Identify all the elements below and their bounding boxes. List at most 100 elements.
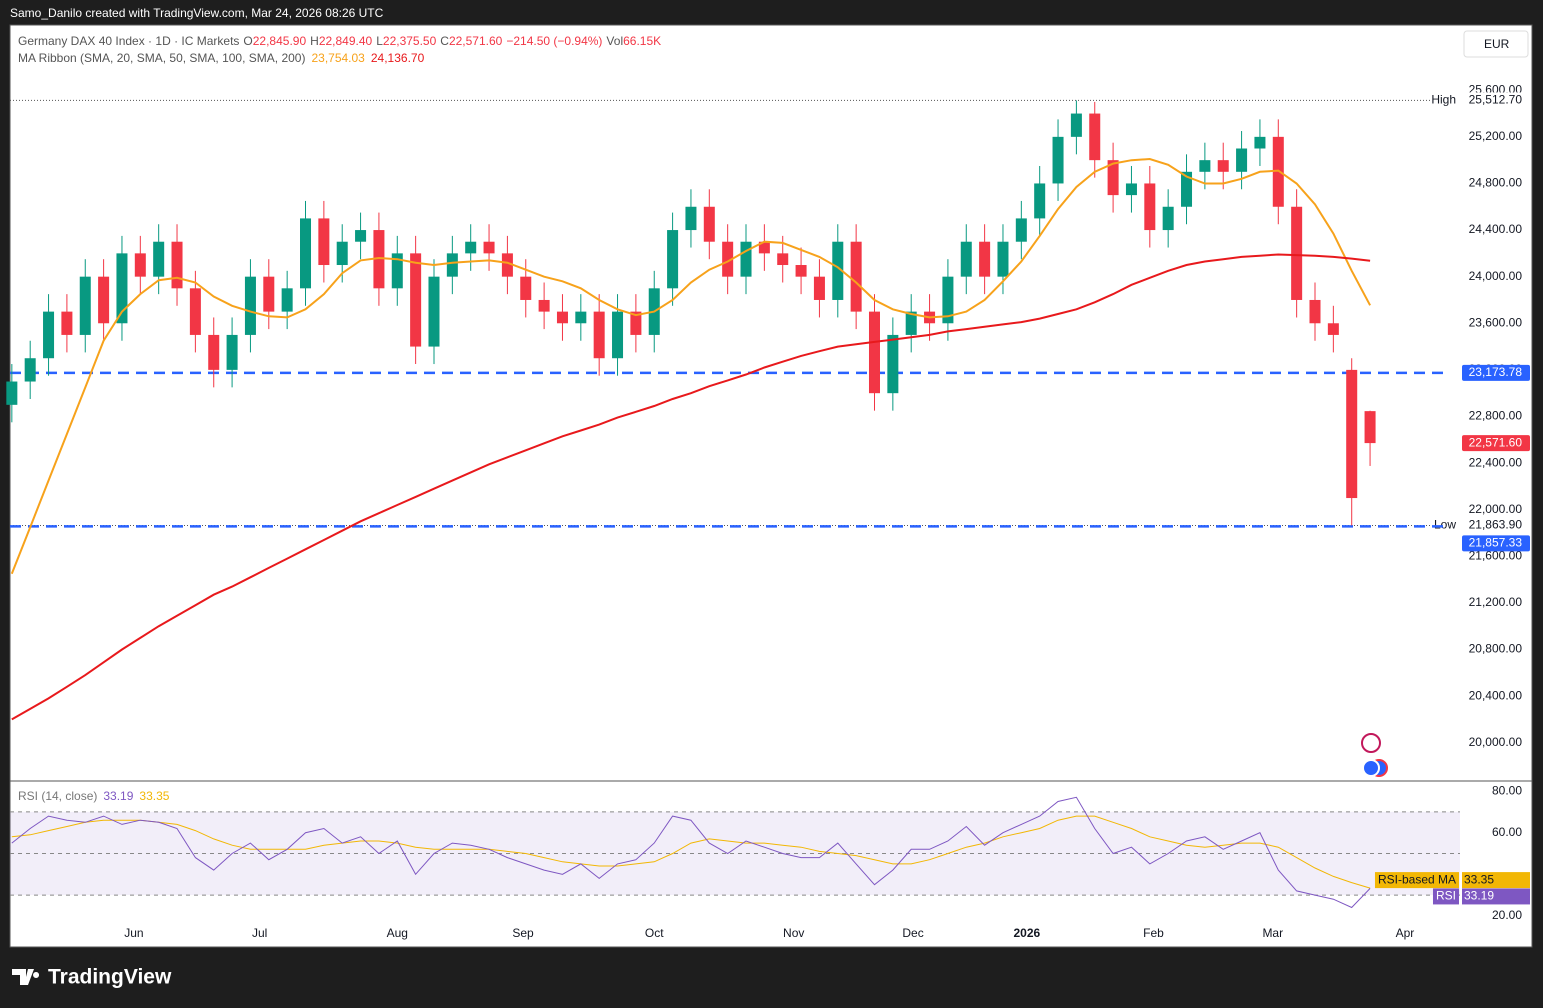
series-name-box	[1432, 888, 1459, 905]
rsi-title: RSI (14, close)	[18, 789, 97, 803]
candle-body	[630, 311, 642, 335]
last-price-box	[1462, 435, 1530, 452]
currency[interactable]: EUR	[1484, 37, 1510, 51]
y-tick-label: 20,000.00	[1469, 735, 1523, 749]
candle-body	[868, 311, 880, 394]
level-label: 21,857.33	[1469, 535, 1523, 549]
candle-body	[1346, 369, 1358, 499]
legend-value: 22,849.40	[319, 34, 373, 48]
event-icon[interactable]	[1362, 759, 1380, 777]
candle-body	[813, 276, 825, 300]
candle-body	[318, 218, 330, 266]
series-name-box	[1374, 872, 1459, 889]
x-tick-label: Dec	[902, 926, 923, 940]
line	[10, 157, 1371, 575]
symbol-name: Germany DAX 40 Index · 1D · IC Markets	[18, 34, 239, 48]
candle-body	[538, 299, 550, 312]
tv-logo	[12, 969, 40, 985]
candle-body	[410, 253, 422, 347]
candle-body	[116, 253, 128, 324]
candle-body	[1070, 113, 1082, 137]
candle-body	[1309, 299, 1321, 324]
candle-body	[1291, 206, 1303, 300]
level-box	[1462, 535, 1530, 552]
legend-key: Vol	[606, 34, 623, 48]
candle-body	[850, 241, 862, 312]
rsi-legend: RSI (14, close) 33.19 33.35	[18, 789, 170, 803]
y-tick-label: 24,000.00	[1469, 269, 1523, 283]
candle-body	[1089, 113, 1101, 161]
y-tick-label: 22,400.00	[1469, 455, 1523, 469]
legend-key: H	[310, 34, 319, 48]
legend-value: 22,571.60	[449, 34, 503, 48]
candle-body	[832, 241, 844, 300]
legend-value: 66.15K	[623, 34, 661, 48]
candle-body	[281, 288, 293, 312]
series-value-box	[1462, 888, 1530, 905]
x-tick-label: Jul	[252, 926, 267, 940]
series-value: 33.19	[1464, 889, 1494, 903]
candle-body	[226, 334, 238, 370]
rsi-value: 33.19	[103, 789, 133, 803]
candle-body	[98, 276, 110, 324]
legend-key: C	[440, 34, 449, 48]
candle-body	[960, 241, 972, 277]
candle-body	[428, 276, 440, 347]
last-price-label: 22,571.60	[1469, 435, 1523, 449]
ma-value: 24,136.70	[371, 51, 425, 65]
candle-body	[300, 218, 312, 289]
level-label: 23,173.78	[1469, 365, 1523, 379]
candle-body	[887, 334, 899, 394]
event-icon[interactable]	[1361, 733, 1381, 753]
line	[11, 796, 1371, 909]
y-tick-label: 21,600.00	[1469, 548, 1523, 562]
y-tick-label: 22,000.00	[1469, 502, 1523, 516]
candle-body	[556, 311, 568, 324]
extreme-name: Low	[1434, 518, 1456, 532]
extreme-box	[1462, 92, 1530, 109]
currency-button[interactable]	[1463, 30, 1529, 58]
candle-body	[703, 206, 715, 242]
x-tick-label: Aug	[387, 926, 408, 940]
y-tick-label: 20,400.00	[1469, 688, 1523, 702]
candle-body	[153, 241, 165, 277]
candle-body	[1034, 183, 1046, 219]
candle-body	[997, 241, 1009, 277]
candle-body	[1217, 160, 1229, 172]
candle-body	[336, 241, 348, 266]
candle-body	[244, 276, 256, 335]
legend-value: 22,375.50	[383, 34, 437, 48]
symbol-legend: Germany DAX 40 Index · 1D · IC Markets O2…	[18, 34, 661, 48]
x-tick-label: Nov	[783, 926, 804, 940]
y-tick-label: 22,800.00	[1469, 409, 1523, 423]
line	[11, 253, 1371, 721]
candle-body	[465, 241, 477, 254]
legend-value: −214.50 (−0.94%)	[506, 34, 602, 48]
candle-body	[171, 241, 183, 289]
candle-body	[6, 381, 18, 405]
y-tick-label: 80.00	[1492, 783, 1522, 797]
candle-body	[1181, 171, 1193, 207]
extreme-value: 25,512.70	[1469, 93, 1523, 107]
candle-body	[1364, 411, 1376, 444]
candle-body	[795, 265, 807, 277]
brand: TradingView	[48, 966, 172, 989]
candle-body	[979, 241, 991, 277]
chart-frame	[9, 24, 1533, 948]
candle-body	[43, 311, 55, 359]
y-tick-label: 20.00	[1492, 908, 1522, 922]
candle-body	[391, 253, 403, 289]
y-tick-label: 60.00	[1492, 825, 1522, 839]
candle-body	[612, 311, 624, 359]
y-tick-label: 23,600.00	[1469, 315, 1523, 329]
legend-key: L	[376, 34, 383, 48]
series-name: RSI	[1436, 889, 1456, 903]
candle-body	[134, 253, 146, 277]
rsi-value: 33.35	[139, 789, 169, 803]
series-name: RSI-based MA	[1378, 872, 1456, 886]
y-tick-label: 24,800.00	[1469, 176, 1523, 190]
candle-body	[685, 206, 697, 231]
candle-body	[1107, 160, 1119, 196]
